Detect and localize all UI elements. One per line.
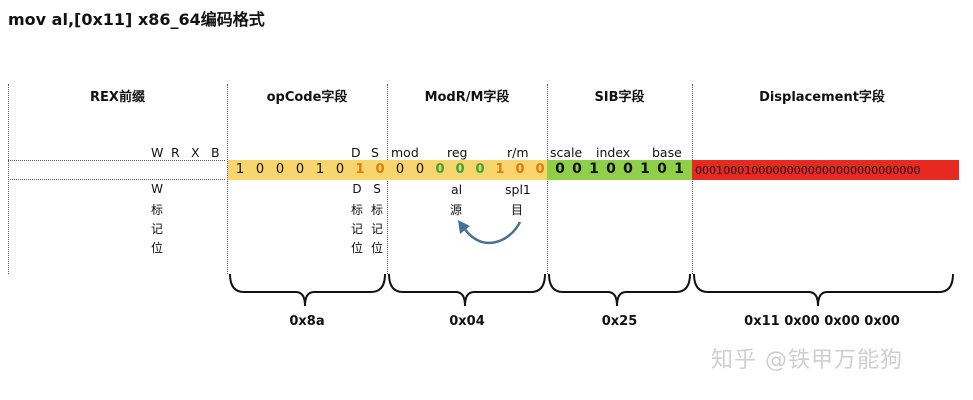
rex-label-b: B [211,145,220,160]
d-note-char: 标 [350,203,363,217]
reg-note: al [451,182,463,197]
header-opcode: opCode字段 [266,90,348,105]
diagram-title: mov al,[0x11] x86_64编码格式 [8,10,265,29]
sib-bit: 1 [674,161,684,177]
rex-label-w: W [151,145,164,160]
brace-modrm [388,273,546,307]
displacement-bits: 00010001000000000000000000000000 [695,164,921,177]
rm-note: spl1 [505,182,531,197]
modrm-bit-rm: 0 [515,162,525,177]
s-note-char: 位 [370,241,383,255]
rex-note-flag: W [151,182,163,196]
s-note-char: 标 [370,203,383,217]
s-note-char: S [373,182,381,196]
opcode-bit-s: 0 [375,162,385,177]
brace-opcode [229,273,386,307]
opcode-modrm-bar [228,160,547,180]
modrm-label-rm: r/m [507,145,529,160]
sib-bit: 0 [657,161,667,177]
d-note-char: D [352,182,362,196]
sib-bit: 0 [606,161,616,177]
opcode-bit: 1 [235,162,245,177]
modrm-bit-reg: 0 [455,162,465,177]
sib-label-scale: scale [550,145,583,160]
brace-displacement [693,273,954,307]
header-sib: SIB字段 [594,90,645,105]
modrm-bit-reg: 0 [435,162,445,177]
modrm-bit-reg: 0 [475,162,485,177]
rex-note-char: 位 [150,241,163,255]
modrm-bit-rm: 0 [535,162,545,177]
rm-note-target: 目 [511,203,524,217]
separator-rex-opcode [227,84,228,274]
opcode-bit: 0 [275,162,285,177]
opcode-bit: 1 [315,162,325,177]
modrm-label-mod: mod [391,145,419,160]
displacement-bar [692,160,959,180]
rex-note-char: 记 [150,222,163,236]
reg-note-source: 源 [450,203,463,217]
sib-bit: 0 [572,161,582,177]
opcode-label-d: D [351,145,361,160]
header-displacement: Displacement字段 [759,90,885,105]
opcode-bit-d: 1 [355,162,365,177]
sib-bit: 0 [555,161,565,177]
sib-bit: 1 [589,161,599,177]
d-note-char: 记 [350,222,363,236]
sib-label-index: index [596,145,631,160]
brace-sib [548,273,691,307]
modrm-hex: 0x04 [449,314,485,329]
braces [229,273,954,307]
rex-line-bottom [8,179,225,180]
modrm-bit-mod: 0 [415,162,425,177]
rex-line-top [8,160,225,161]
displacement-hex: 0x11 0x00 0x00 0x00 [744,314,900,329]
sib-bit: 0 [623,161,633,177]
curved-arrow-icon [458,220,522,245]
header-rex: REX前缀 [90,90,145,105]
sib-label-base: base [652,145,682,160]
sib-hex: 0x25 [601,314,638,329]
modrm-label-reg: reg [447,145,468,160]
s-note-char: 记 [370,222,383,236]
watermark: 知乎 @铁甲万能狗 [711,348,903,373]
d-note-char: 位 [350,241,363,255]
rex-label-x: X [191,145,200,160]
rex-label-r: R [171,145,180,160]
modrm-bit-mod: 0 [395,162,405,177]
rex-note-char: 标 [150,203,163,217]
header-modrm: ModR/M字段 [424,90,510,105]
sib-bit: 1 [640,161,650,177]
opcode-bit: 0 [295,162,305,177]
sib-bar [547,160,692,180]
modrm-bit-rm: 1 [495,162,505,177]
opcode-hex: 0x8a [289,314,325,329]
opcode-bit: 0 [255,162,265,177]
opcode-bit: 0 [335,162,345,177]
opcode-label-s: S [371,145,379,160]
